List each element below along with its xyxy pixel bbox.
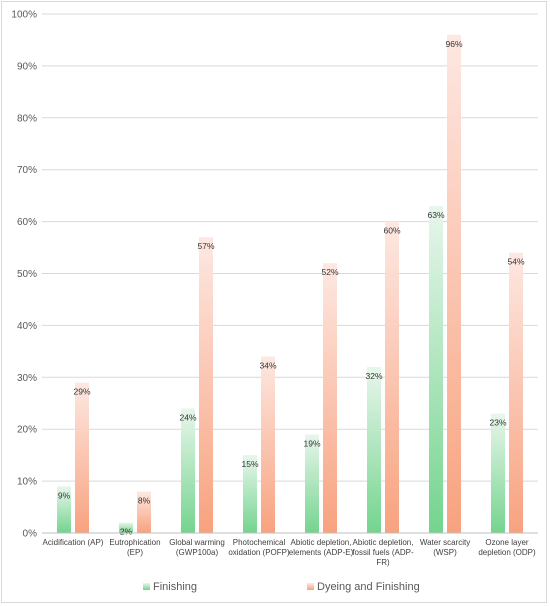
y-tick-label: 40% (17, 321, 37, 332)
data-label: 52% (321, 267, 338, 277)
x-tick-label: Water scarcity (420, 538, 470, 547)
data-label: 15% (241, 459, 258, 469)
bar-finishing (119, 522, 133, 533)
bar-finishing (57, 486, 71, 533)
x-tick-label: (EP) (127, 548, 143, 557)
x-tick-label: Ozone layer (485, 538, 528, 547)
data-label: 54% (507, 257, 524, 267)
legend-swatch (143, 583, 150, 590)
bar-dyeing-and-finishing (509, 252, 523, 534)
y-tick-label: 0% (23, 529, 38, 540)
x-tick-label: Abiotic depletion, (291, 538, 352, 547)
legend-label: Finishing (153, 581, 197, 593)
bar-dyeing-and-finishing (75, 382, 89, 533)
y-tick-label: 30% (17, 373, 37, 384)
x-tick-label: Photochemical (233, 538, 286, 547)
bar-finishing (491, 413, 505, 533)
bar-dyeing-and-finishing (323, 263, 337, 533)
x-tick-label: (GWP100a) (176, 548, 219, 557)
x-tick-label: (WSP) (433, 548, 457, 557)
x-tick-label: oxidation (POFP) (228, 548, 290, 557)
y-tick-label: 90% (17, 61, 37, 72)
y-tick-label: 20% (17, 425, 37, 436)
bar-dyeing-and-finishing (385, 221, 399, 533)
y-tick-label: 60% (17, 217, 37, 228)
data-label: 24% (179, 412, 196, 422)
x-tick-label: Eutrophication (109, 538, 160, 547)
legend-swatch (307, 583, 314, 590)
data-label: 34% (259, 361, 276, 371)
data-label: 63% (427, 210, 444, 220)
y-tick-label: 70% (17, 165, 37, 176)
bar-dyeing-and-finishing (261, 356, 275, 533)
data-label: 9% (58, 490, 71, 500)
data-label: 23% (489, 418, 506, 428)
y-tick-label: 10% (17, 477, 37, 488)
x-tick-label: fossil fuels (ADP- (352, 548, 414, 557)
x-tick-label: Global warming (169, 538, 225, 547)
data-label: 60% (383, 226, 400, 236)
legend-label: Dyeing and Finishing (317, 581, 420, 593)
y-tick-label: 100% (11, 10, 37, 21)
x-tick-label: elements (ADP-E) (289, 548, 354, 557)
x-tick-label: Acidification (AP) (43, 538, 104, 547)
bar-finishing (367, 366, 381, 533)
bar-dyeing-and-finishing (447, 34, 461, 533)
bar-finishing (305, 434, 319, 533)
data-label: 2% (120, 527, 133, 537)
bar-dyeing-and-finishing (199, 237, 213, 534)
x-tick-label: depletion (ODP) (478, 548, 536, 557)
data-label: 96% (445, 39, 462, 49)
data-label: 57% (197, 241, 214, 251)
bar-finishing (429, 206, 443, 533)
x-tick-label: FR) (376, 558, 390, 567)
data-label: 32% (365, 371, 382, 381)
data-label: 19% (303, 438, 320, 448)
y-tick-label: 80% (17, 113, 37, 124)
data-label: 29% (73, 386, 90, 396)
x-tick-label: Abiotic depletion, (353, 538, 414, 547)
bar-dyeing-and-finishing (137, 491, 151, 533)
data-label: 8% (138, 495, 151, 505)
bar-finishing (243, 455, 257, 533)
y-tick-label: 50% (17, 269, 37, 280)
bar-finishing (181, 408, 195, 533)
